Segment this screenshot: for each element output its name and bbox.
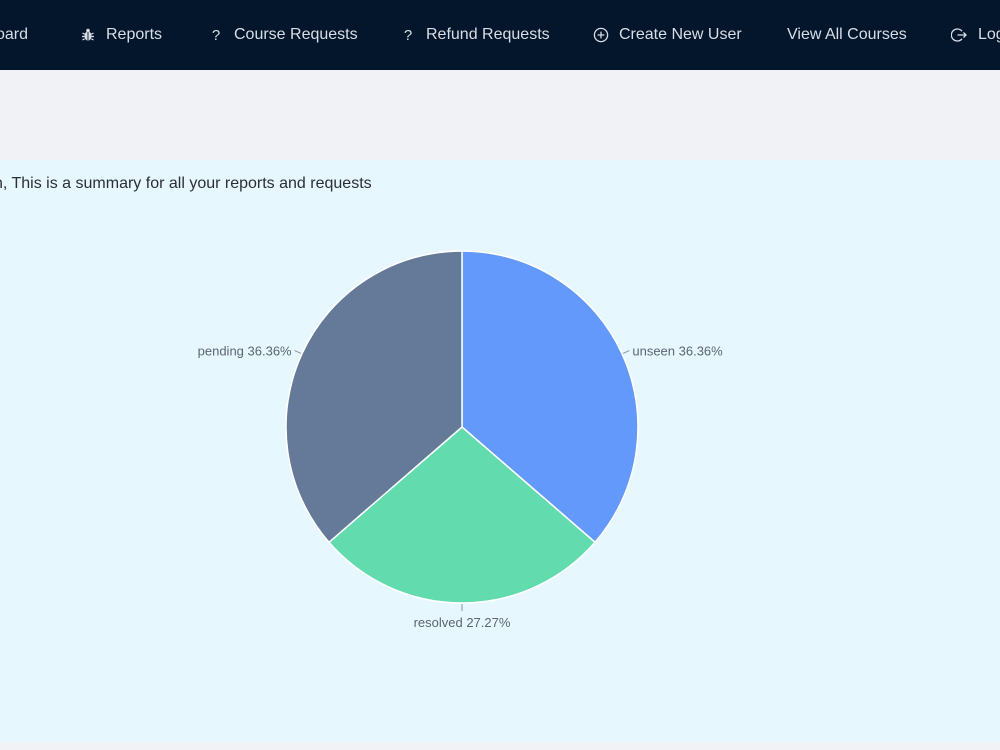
nav-item-label: oard [0,26,29,43]
top-navigation-bar: oard Reports ? Course Requests ? Refund … [0,0,1000,70]
nav-item-label: Course Requests [234,26,358,43]
pie-chart: unseen 36.36% resolved 27.27% pending 36.3… [198,250,723,630]
pie-label-connector [622,350,630,354]
pie-label-unseen: unseen 36.36% [632,344,723,359]
nav-item-label: Refund Requests [426,26,550,43]
nav-item-reports[interactable]: Reports [80,0,162,70]
pie-slice-resolved[interactable] [327,426,597,604]
nav-item-dashboard[interactable]: oard [0,0,28,70]
pie-label-pending: pending 36.36% [198,344,292,359]
pie-slice-unseen[interactable] [461,250,639,544]
nav-item-create-new-user[interactable]: Create New User [593,0,742,70]
nav-item-label: View All Courses [787,26,907,43]
header-spacer [0,70,1000,160]
question-icon: ? [211,26,221,44]
plus-circle-icon [593,27,609,43]
logout-icon [951,27,967,43]
nav-item-label: Reports [106,26,163,43]
nav-item-course-requests[interactable]: ? Course Requests [208,0,358,70]
summary-panel: n, This is a summary for all your report… [0,160,1000,742]
pie-slice-pending[interactable] [285,250,463,544]
nav-item-label: Log [978,26,1000,43]
bug-icon [80,27,96,43]
nav-item-label: Create New User [619,26,742,43]
summary-text: n, This is a summary for all your report… [0,175,372,192]
pie-label-connector [294,350,302,354]
nav-item-view-all-courses[interactable]: View All Courses [787,0,907,70]
nav-item-logout[interactable]: Log [951,0,1000,70]
question-icon: ? [403,26,413,44]
nav-item-refund-requests[interactable]: ? Refund Requests [400,0,550,70]
pie-label-resolved: resolved 27.27% [414,615,511,630]
